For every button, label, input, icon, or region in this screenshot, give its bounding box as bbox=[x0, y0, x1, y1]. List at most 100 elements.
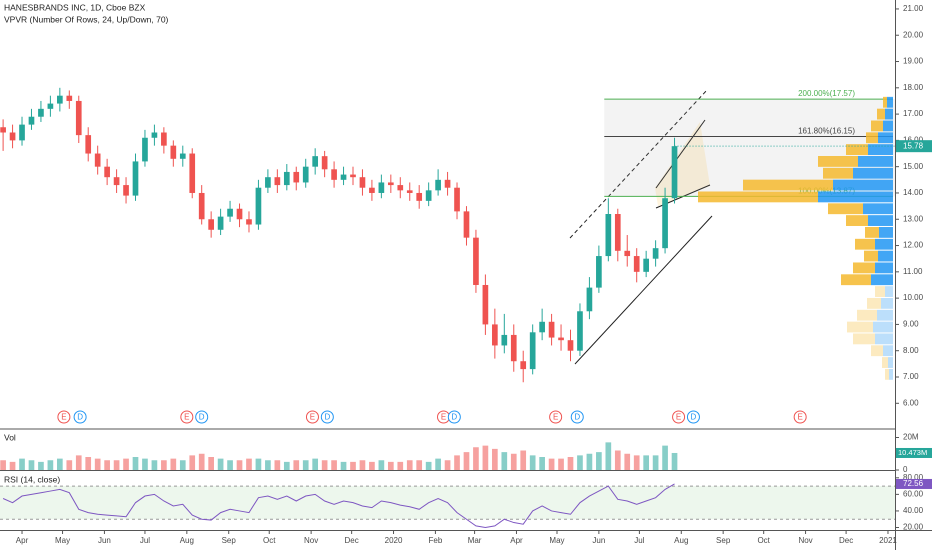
candle-body bbox=[236, 208, 243, 220]
candle-body bbox=[321, 156, 328, 170]
volume-bar bbox=[340, 461, 347, 470]
event-label: E bbox=[184, 413, 189, 422]
y-tick-label: 8.00 bbox=[903, 346, 919, 355]
volume-bar bbox=[596, 452, 602, 470]
vpvr-up bbox=[871, 274, 893, 286]
volume-bar bbox=[0, 460, 6, 470]
x-tick-label: Jul bbox=[140, 536, 150, 545]
volume-bar bbox=[520, 450, 527, 470]
volume-bar bbox=[75, 455, 82, 470]
volume-bar bbox=[652, 455, 659, 470]
volume-bar bbox=[387, 461, 394, 470]
candle-body bbox=[28, 116, 35, 125]
candle-body bbox=[0, 127, 6, 133]
candle-body bbox=[312, 156, 319, 167]
volume-bar bbox=[425, 461, 432, 470]
volume-title: Vol bbox=[4, 432, 16, 442]
rsi-last-box bbox=[896, 478, 932, 489]
candle-body bbox=[151, 132, 158, 138]
vpvr-down bbox=[855, 238, 875, 250]
volume-bar bbox=[104, 460, 110, 470]
volume-bar bbox=[94, 458, 101, 470]
candle-body bbox=[161, 132, 167, 146]
volume-last-box bbox=[896, 447, 932, 458]
x-tick-label: Oct bbox=[757, 536, 770, 545]
volume-bar bbox=[662, 445, 668, 470]
y-tick-label: 20.00 bbox=[903, 30, 924, 39]
event-marker bbox=[305, 410, 319, 424]
x-tick-label: Apr bbox=[510, 536, 523, 545]
rsi-title: RSI (14, close) bbox=[4, 474, 60, 484]
event-marker bbox=[570, 410, 584, 424]
volume-bar bbox=[444, 460, 451, 470]
volume-bar bbox=[236, 460, 243, 470]
candle-body bbox=[75, 100, 82, 136]
volume-bar bbox=[321, 460, 328, 470]
vpvr-down bbox=[743, 179, 833, 191]
volume-bar bbox=[406, 460, 413, 470]
rsi-line bbox=[2, 483, 675, 529]
candle-body bbox=[454, 187, 460, 212]
vpvr-up bbox=[889, 368, 893, 380]
x-tick-label: May bbox=[549, 536, 564, 545]
vpvr-up bbox=[883, 345, 893, 357]
volume-bar bbox=[217, 458, 224, 470]
volume-bar bbox=[19, 458, 25, 470]
volume-bar bbox=[302, 460, 309, 470]
vpvr-up bbox=[885, 286, 893, 297]
channel-line bbox=[569, 89, 708, 239]
vpvr-down bbox=[698, 191, 818, 203]
vpvr-down bbox=[828, 203, 863, 215]
candle-body bbox=[369, 187, 375, 193]
vpvr-up bbox=[873, 321, 893, 333]
rsi-tick-label: 60.00 bbox=[903, 489, 924, 498]
event-label: E bbox=[441, 413, 446, 422]
vpvr-down bbox=[818, 156, 858, 167]
candle-body bbox=[473, 237, 479, 285]
volume-bar bbox=[605, 442, 612, 470]
candle-body bbox=[387, 182, 394, 186]
candle-body bbox=[350, 174, 356, 178]
candle-body bbox=[510, 334, 517, 362]
candle-body bbox=[94, 153, 101, 167]
candle-body bbox=[548, 321, 555, 338]
vpvr-up bbox=[875, 262, 893, 274]
x-tick-label: Dec bbox=[839, 536, 853, 545]
x-tick-label: Jun bbox=[592, 536, 605, 545]
volume-bar bbox=[113, 460, 120, 470]
volume-bar bbox=[170, 458, 177, 470]
volume-bar bbox=[435, 458, 441, 470]
candle-body bbox=[113, 177, 120, 186]
x-tick-label: Nov bbox=[304, 536, 318, 545]
event-label: E bbox=[797, 413, 802, 422]
event-marker bbox=[447, 410, 461, 424]
candle-body bbox=[293, 171, 300, 183]
vpvr-up bbox=[853, 167, 893, 179]
candle-body bbox=[671, 146, 678, 199]
volume-bar bbox=[151, 460, 158, 470]
event-marker bbox=[686, 410, 700, 424]
vpvr-down bbox=[875, 286, 885, 297]
y-tick-label: 21.00 bbox=[903, 4, 924, 13]
candle-body bbox=[198, 192, 205, 220]
vpvr-down bbox=[847, 321, 873, 333]
volume-tick-label: 0 bbox=[903, 465, 908, 474]
candle-body bbox=[9, 132, 16, 141]
candle-body bbox=[463, 211, 470, 238]
candle-body bbox=[57, 95, 63, 104]
x-tick-label: Apr bbox=[16, 536, 29, 545]
vpvr-up bbox=[863, 203, 893, 215]
candle-body bbox=[283, 171, 290, 186]
candle-body bbox=[501, 334, 508, 346]
candle-body bbox=[255, 187, 262, 225]
volume-bar bbox=[548, 458, 555, 470]
candle-body bbox=[425, 190, 432, 201]
x-tick-label: Sep bbox=[716, 536, 731, 545]
event-marker bbox=[195, 410, 209, 424]
candle-body bbox=[444, 179, 451, 188]
vpvr-up bbox=[883, 120, 893, 132]
event-label: E bbox=[310, 413, 315, 422]
candle-body bbox=[302, 166, 309, 183]
y-tick-label: 15.00 bbox=[903, 162, 924, 171]
